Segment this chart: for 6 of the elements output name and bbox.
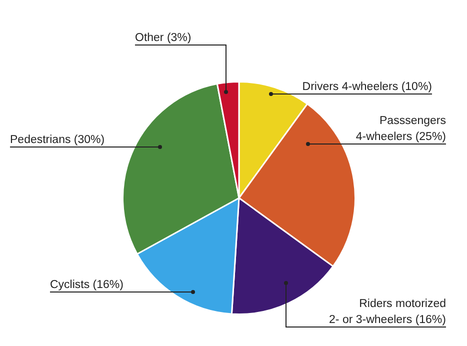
- slice-label: Drivers 4-wheelers (10%): [302, 81, 432, 93]
- slice-label: Other (3%): [135, 32, 192, 44]
- slice-label: Cyclists (16%): [50, 279, 124, 291]
- slice-label: Passsengers 4-wheelers (25%): [356, 115, 446, 143]
- slice-label: Riders motorized 2- or 3-wheelers (16%): [329, 298, 446, 326]
- slice-label: Pedestrians (30%): [10, 134, 105, 146]
